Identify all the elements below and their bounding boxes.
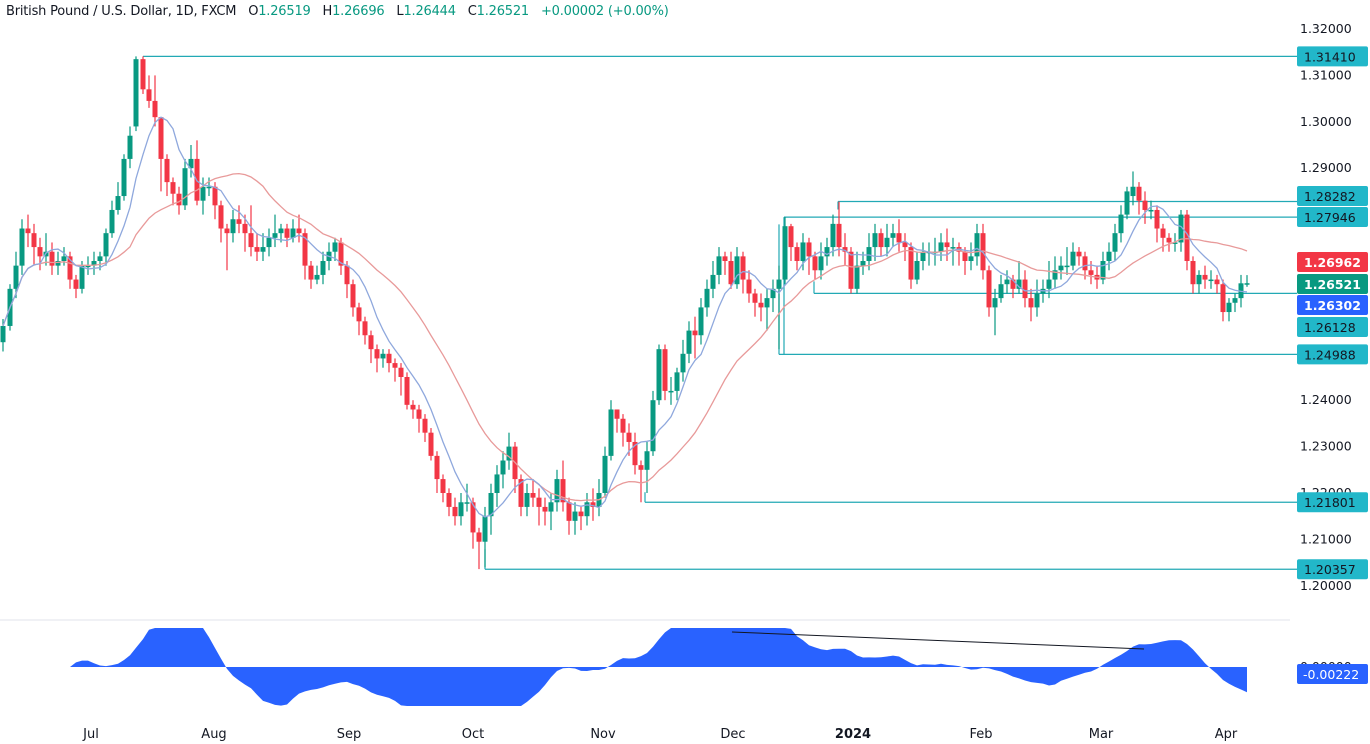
price-tick: 1.23000 (1300, 439, 1352, 454)
price-tick: 1.20000 (1300, 578, 1352, 593)
time-tick: 2024 (835, 727, 871, 742)
low-value: 1.26444 (403, 4, 456, 19)
divergence-trendline (731, 631, 1145, 650)
high-label: H (322, 4, 333, 19)
price-tick: 1.24000 (1300, 392, 1352, 407)
price-tick: 1.30000 (1300, 114, 1352, 129)
horizontal-levels (143, 55, 1297, 570)
high-value: 1.26696 (332, 4, 385, 19)
osc-value: -0.00222 (1303, 667, 1359, 682)
svg-text:1.28282: 1.28282 (1304, 189, 1356, 204)
chart-legend: British Pound / U.S. Dollar, 1D, FXCM O1… (6, 4, 669, 19)
time-axis[interactable]: Jul Aug Sep Oct Nov Dec 2024 Feb Mar Apr (82, 727, 1238, 742)
low-label: L (396, 4, 404, 19)
close-value: 1.26521 (476, 4, 530, 19)
symbol-title: British Pound / U.S. Dollar, 1D, FXCM (6, 4, 237, 19)
time-tick: Nov (590, 727, 616, 742)
svg-text:1.20357: 1.20357 (1304, 562, 1356, 577)
oscillator-axis: 0.00000 -0.00222 (1297, 659, 1368, 684)
time-tick: Jul (82, 727, 99, 742)
price-tick: 1.31000 (1300, 67, 1352, 82)
svg-text:1.26962: 1.26962 (1304, 255, 1361, 270)
price-tick: 1.32000 (1300, 21, 1352, 36)
change-value: +0.00002 (+0.00%) (540, 4, 669, 19)
svg-text:1.31410: 1.31410 (1304, 49, 1356, 64)
oscillator-area (0, 628, 1247, 706)
svg-text:1.21801: 1.21801 (1304, 495, 1356, 510)
time-tick: Oct (462, 727, 484, 742)
osc-value-tag (1297, 664, 1368, 684)
svg-text:1.26302: 1.26302 (1304, 298, 1361, 313)
time-tick: Mar (1089, 727, 1114, 742)
candlesticks (0, 56, 1250, 570)
close-label: C (467, 4, 477, 19)
svg-text:1.27946: 1.27946 (1304, 210, 1356, 225)
open-label: O (248, 4, 259, 19)
time-tick: Aug (201, 727, 226, 742)
time-tick: Feb (969, 727, 992, 742)
price-tick: 1.29000 (1300, 160, 1352, 175)
time-tick: Apr (1215, 727, 1238, 742)
slow-moving-average (2, 172, 1248, 502)
time-tick: Sep (337, 727, 362, 742)
time-tick: Dec (720, 727, 745, 742)
price-tick: 1.21000 (1300, 531, 1352, 546)
price-tags: 1.31410 1.28282 1.27946 1.26962 1.26521 1.263… (1297, 46, 1368, 580)
fast-moving-average (2, 116, 1248, 518)
svg-text:1.24988: 1.24988 (1304, 347, 1356, 362)
svg-text:1.26128: 1.26128 (1304, 320, 1356, 335)
svg-text:1.26521: 1.26521 (1304, 277, 1361, 292)
open-value: 1.26519 (258, 4, 311, 19)
